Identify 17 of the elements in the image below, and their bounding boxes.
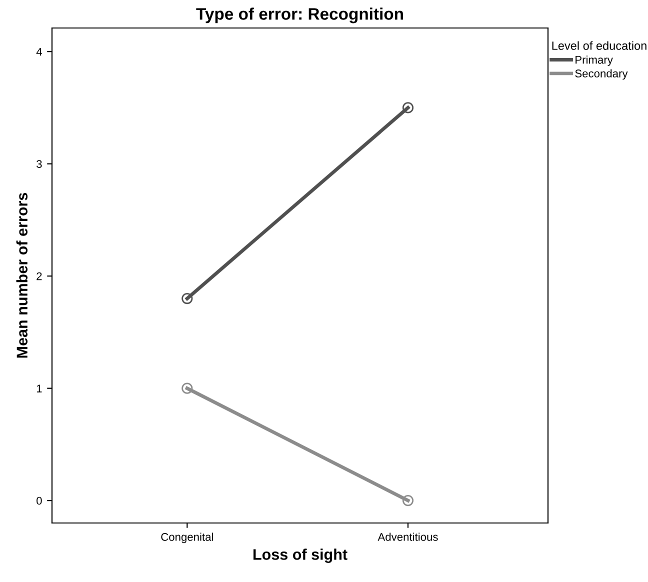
y-tick-label: 2 xyxy=(36,272,42,280)
point xyxy=(402,494,414,506)
y-axis-title: Mean number of errors xyxy=(16,192,28,358)
y-tick-label: 0 xyxy=(36,496,42,505)
x-tick-label: Adventitious xyxy=(378,532,438,541)
legend-label: Secondary xyxy=(575,69,628,80)
y-tick-label: 1 xyxy=(36,384,42,392)
point xyxy=(182,292,193,304)
x-tick-label: Congenital xyxy=(161,532,213,544)
y-tick-label: 3 xyxy=(36,160,42,168)
point xyxy=(182,382,193,394)
chart-title: Type of error: Recognition xyxy=(196,8,403,24)
legend-title: Level of education xyxy=(552,41,646,50)
x-axis-title: Loss of sight xyxy=(253,548,348,563)
point xyxy=(402,102,414,114)
legend-label: Primary xyxy=(576,56,613,66)
y-tick-label: 4 xyxy=(36,48,42,56)
